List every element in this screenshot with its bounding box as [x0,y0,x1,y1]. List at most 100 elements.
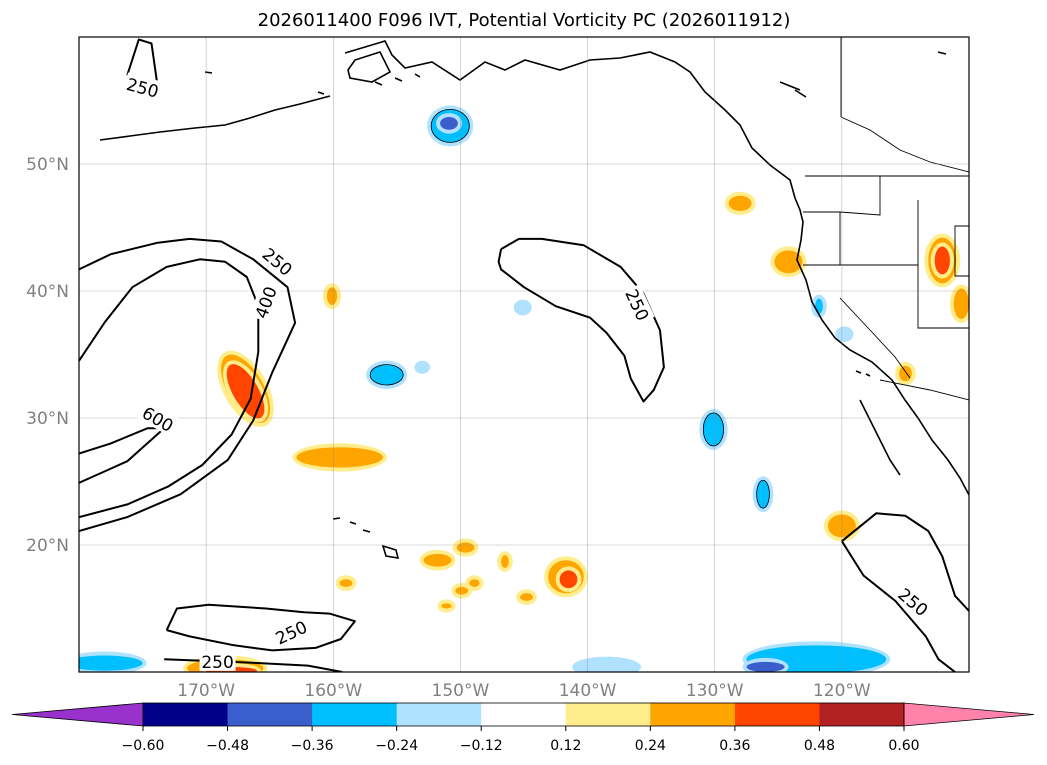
contour-label-mask [199,650,236,671]
colorbar-segment [396,703,482,726]
x-tick-label: 150°W [432,681,490,701]
colorbar-extend-min [11,702,144,727]
pv-anomaly-core [934,246,950,275]
border-layer [803,37,969,401]
pv-anomaly [699,408,728,450]
y-tick-label: 50°N [26,155,69,175]
ivt-contour-250 [497,237,665,403]
pv-anomaly [513,299,532,316]
pv-anomaly-core [369,364,404,386]
pv-anomaly-core [326,287,338,305]
pv-anomaly [752,476,774,513]
ivt-contour-label: 250 [199,650,236,673]
colorbar: −0.60 −0.48 −0.36 −0.24 −0.12 0.12 0.24 0.36 0.4… [11,702,1035,754]
pv-anomaly-core [728,195,752,211]
pv-anomaly [572,656,642,672]
colorbar-tick-label: 0.12 [550,738,581,754]
colorbar-segment [734,703,820,726]
pv-anomaly [79,651,147,672]
alaska-inland-outline [347,51,392,83]
colorbar-tick-label: −0.24 [375,738,418,754]
pv-anomaly [895,361,916,386]
contour-label-mask [621,284,655,326]
colorbar-tick-label: −0.48 [206,738,249,754]
pv-anomaly-core [423,553,452,567]
baja-coast [859,399,901,476]
colorbar-tick-label: −0.12 [460,738,503,754]
alaska-coast-islands [204,71,421,95]
pv-anomaly [555,566,582,593]
y-tick-label: 30°N [26,409,69,429]
contour-label-mask [270,615,312,649]
axis-tick-labels: 170°W 160°W 150°W 140°W 130°W 120°W 20°N 30°N 40… [26,155,871,701]
colorbar-segment [481,703,567,726]
map-background [79,37,969,672]
pv-anomaly-core [559,570,578,589]
pv-anomaly-core [501,555,509,568]
ivt-contour-250 [841,512,969,612]
colorbar-tick-label: −0.60 [122,738,165,754]
y-tick-label: 40°N [26,282,69,302]
colorbar-tick-label: 0.48 [804,738,835,754]
colorbar-frame [142,702,905,727]
pv-anomaly [419,549,456,571]
colorbar-segment [312,703,398,726]
colorbar-segment [227,703,313,726]
pv-anomaly-core [226,364,265,419]
pv-anomaly [770,246,807,278]
pv-anomaly-core [702,412,725,447]
pv-anomaly [452,538,479,557]
contour-label-mask [137,400,179,437]
pv-anomaly [516,589,537,605]
grid-lines [79,37,969,672]
x-tick-label: 120°W [813,681,871,701]
pv-anomaly-core [520,593,533,601]
contour-label-mask [122,72,163,102]
x-tick-label: 170°W [177,681,235,701]
colorbar-segment [143,703,229,726]
pv-anomaly [742,657,789,672]
pv-anomaly-core [441,603,452,609]
pv-anomaly-core [576,660,638,672]
colorbar-segment [819,703,905,726]
coastline-layer [99,40,969,559]
pv-anomaly [497,551,513,572]
pv-anomaly [292,443,387,472]
pv-anomaly-core [517,303,528,312]
pv-anomaly [465,575,484,591]
west-coast-outline [344,40,969,496]
colorbar-tick-label: 0.60 [888,738,919,754]
y-tick-label: 20°N [26,536,69,556]
ivt-contour-250 [79,237,297,532]
pv-anomaly-core [79,655,143,671]
map-frame [78,36,970,673]
alaska-peninsula-coast [99,95,331,141]
alaska-canada-border [840,37,969,173]
pv-anomaly-core [839,330,850,338]
pv-anomaly [949,284,969,323]
pv-anomaly-core [418,364,427,370]
pv-anomaly-core [899,365,912,382]
pv-anomaly-core [455,586,469,595]
pv-anomaly [414,360,431,374]
pv-anomaly-core [774,250,803,274]
colorbar-tick-label: 0.24 [635,738,666,754]
contour-label-text: 250 [201,653,233,673]
pv-anomaly [436,113,462,134]
pv-anomaly-core [815,298,823,314]
hawaiian-islands [332,517,400,559]
pv-anomaly-core [339,579,353,587]
pv-anomaly [930,242,954,279]
pv-anomaly-core [456,542,475,553]
pv-anomaly [724,191,756,215]
x-tick-label: 130°W [686,681,744,701]
pv-anomaly-core [296,447,383,468]
pv-anomaly-core [756,479,770,509]
contour-label-mask [257,241,299,281]
ivt-contour-250 [841,540,956,672]
contour-label-mask [893,582,934,621]
colorbar-segment [650,703,736,726]
pv-anomaly-core [469,579,480,587]
